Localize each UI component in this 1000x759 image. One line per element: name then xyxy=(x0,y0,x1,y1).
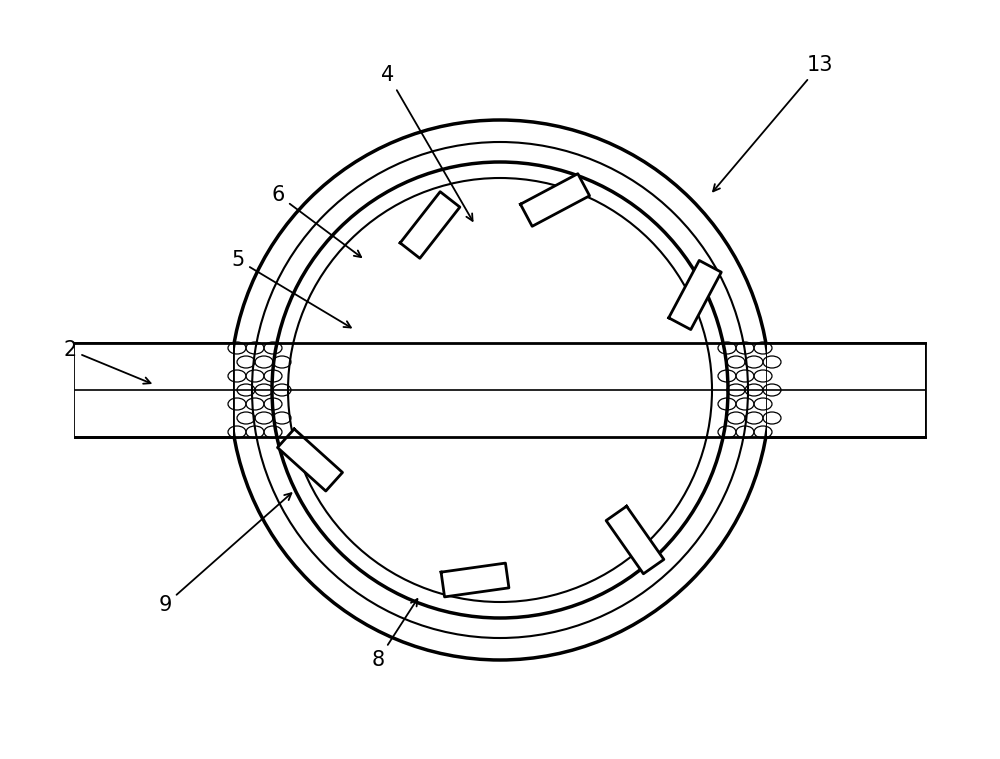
Text: 6: 6 xyxy=(271,185,361,257)
Text: 4: 4 xyxy=(381,65,473,221)
Text: 2: 2 xyxy=(63,340,151,384)
Polygon shape xyxy=(441,563,509,597)
Polygon shape xyxy=(669,260,721,329)
Text: 5: 5 xyxy=(231,250,351,328)
Text: 13: 13 xyxy=(713,55,833,191)
Polygon shape xyxy=(767,344,925,436)
Polygon shape xyxy=(277,429,343,491)
Polygon shape xyxy=(606,506,664,574)
Text: 8: 8 xyxy=(371,599,417,670)
Polygon shape xyxy=(75,343,233,437)
Polygon shape xyxy=(75,344,233,436)
Polygon shape xyxy=(767,343,925,437)
Polygon shape xyxy=(520,174,590,226)
Text: 9: 9 xyxy=(158,493,291,615)
Polygon shape xyxy=(400,192,460,258)
